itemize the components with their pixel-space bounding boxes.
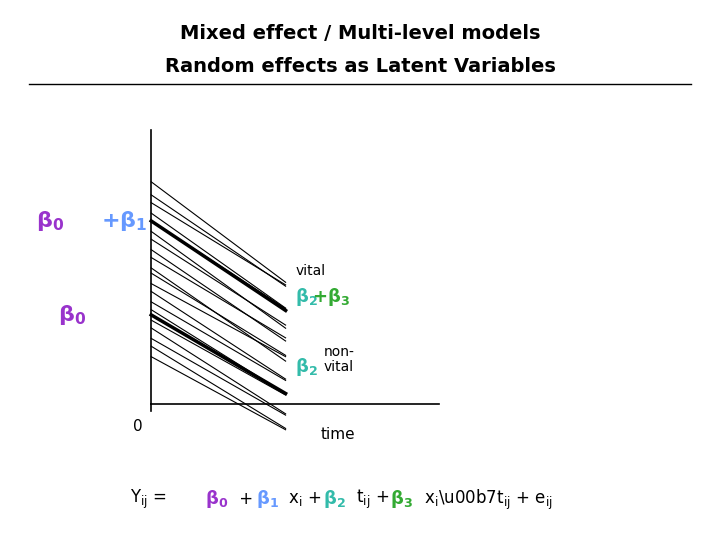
Text: $\mathbf{\beta_0}$: $\mathbf{\beta_0}$ bbox=[205, 489, 228, 510]
Text: Y$_{\mathsf{ij}}$ =: Y$_{\mathsf{ij}}$ = bbox=[130, 488, 168, 511]
Text: $\mathbf{\beta_0}$: $\mathbf{\beta_0}$ bbox=[58, 303, 86, 327]
Text: $\mathbf{+ \beta_1}$: $\mathbf{+ \beta_1}$ bbox=[101, 209, 147, 233]
Text: Mixed effect / Multi-level models: Mixed effect / Multi-level models bbox=[180, 24, 540, 43]
Text: 0: 0 bbox=[133, 419, 143, 434]
Text: time: time bbox=[321, 427, 356, 442]
Text: Random effects as Latent Variables: Random effects as Latent Variables bbox=[165, 57, 555, 76]
Text: $\mathbf{+ \beta_3}$: $\mathbf{+ \beta_3}$ bbox=[312, 286, 351, 308]
Text: non-: non- bbox=[324, 345, 355, 359]
Text: $\mathbf{\beta_3}$: $\mathbf{\beta_3}$ bbox=[390, 489, 413, 510]
Text: vital: vital bbox=[295, 264, 325, 278]
Text: x$_{\mathsf{i}}$ +: x$_{\mathsf{i}}$ + bbox=[283, 490, 323, 509]
Text: +: + bbox=[234, 490, 258, 509]
Text: t$_{\mathsf{ij}}$ +: t$_{\mathsf{ij}}$ + bbox=[351, 488, 391, 511]
Text: $\mathbf{\beta_1}$: $\mathbf{\beta_1}$ bbox=[256, 489, 279, 510]
Text: $\mathbf{\beta_2}$: $\mathbf{\beta_2}$ bbox=[295, 356, 318, 379]
Text: $\mathbf{\beta_2}$: $\mathbf{\beta_2}$ bbox=[323, 489, 346, 510]
Text: x$_{\mathsf{i}}$\u00b7t$_{\mathsf{ij}}$ + e$_{\mathsf{ij}}$: x$_{\mathsf{i}}$\u00b7t$_{\mathsf{ij}}$ … bbox=[419, 488, 552, 511]
Text: $\mathbf{\beta_2}$: $\mathbf{\beta_2}$ bbox=[295, 286, 318, 308]
Text: vital: vital bbox=[324, 360, 354, 374]
Text: $\mathbf{\beta_0}$: $\mathbf{\beta_0}$ bbox=[36, 209, 64, 233]
